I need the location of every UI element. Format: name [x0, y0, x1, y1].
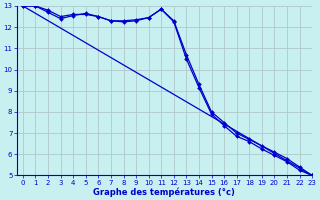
X-axis label: Graphe des températures (°c): Graphe des températures (°c): [93, 187, 235, 197]
